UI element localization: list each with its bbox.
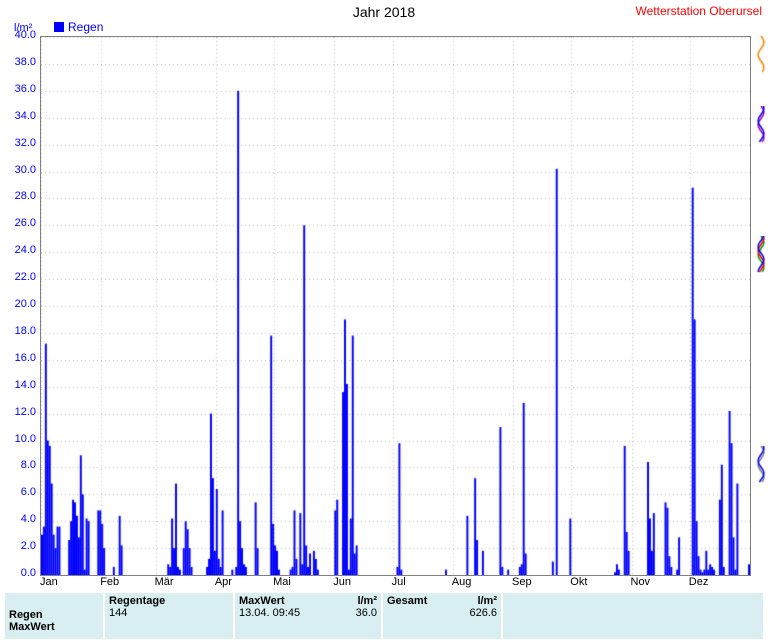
y-tick: 38.0 [4, 56, 36, 68]
gesamt-value: 626.6 [469, 607, 497, 619]
y-tick: 2.0 [4, 540, 36, 552]
y-tick: 28.0 [4, 190, 36, 202]
y-tick: 40.0 [4, 29, 36, 41]
x-tick: Sep [512, 576, 532, 588]
mini-indicator [756, 106, 766, 144]
maxwert-value: 36.0 [356, 607, 377, 619]
gesamt-unit: l/m² [477, 595, 497, 607]
y-tick: 10.0 [4, 433, 36, 445]
x-tick: Jan [40, 576, 58, 588]
regentage-value: 144 [109, 607, 127, 619]
summary-gesamt: Gesamt l/m² 626.6 [382, 592, 502, 640]
summary-rowlabels: Regen MaxWert [4, 592, 104, 640]
maxwert-time: 13.04. 09:45 [239, 607, 300, 619]
y-tick: 6.0 [4, 486, 36, 498]
chart-canvas [41, 37, 750, 575]
row-label-maxwert: MaxWert [9, 621, 99, 633]
y-tick: 32.0 [4, 137, 36, 149]
summary-panel: Regen MaxWert Regentage 144 MaxWert l/m²… [4, 592, 764, 640]
mini-indicator [756, 236, 766, 274]
maxwert-unit: l/m² [357, 595, 377, 607]
x-tick: Feb [100, 576, 119, 588]
y-tick: 16.0 [4, 352, 36, 364]
y-tick: 14.0 [4, 379, 36, 391]
y-tick: 34.0 [4, 110, 36, 122]
y-tick: 20.0 [4, 298, 36, 310]
summary-regentage: Regentage 144 [104, 592, 234, 640]
y-tick: 36.0 [4, 83, 36, 95]
y-tick: 0.0 [4, 567, 36, 579]
mini-indicator [756, 446, 766, 484]
summary-blank [502, 592, 764, 640]
y-tick: 24.0 [4, 244, 36, 256]
legend-label: Regen [68, 20, 103, 34]
x-tick: Apr [215, 576, 232, 588]
x-tick: Dez [689, 576, 709, 588]
y-tick: 18.0 [4, 325, 36, 337]
x-tick: Mai [273, 576, 291, 588]
x-tick: Jun [333, 576, 351, 588]
x-tick: Aug [452, 576, 472, 588]
y-tick: 8.0 [4, 459, 36, 471]
y-tick: 26.0 [4, 217, 36, 229]
legend-swatch [54, 22, 64, 32]
y-tick: 22.0 [4, 271, 36, 283]
mini-indicator [756, 36, 766, 74]
summary-maxwert: MaxWert l/m² 13.04. 09:45 36.0 [234, 592, 382, 640]
gesamt-label: Gesamt [387, 595, 427, 607]
y-tick: 30.0 [4, 164, 36, 176]
x-tick: Nov [631, 576, 651, 588]
station-name: Wetterstation Oberursel [636, 4, 763, 18]
y-tick: 4.0 [4, 513, 36, 525]
x-tick: Mär [155, 576, 174, 588]
x-tick: Jul [392, 576, 406, 588]
x-tick: Okt [570, 576, 587, 588]
rain-bar-chart [40, 36, 751, 576]
maxwert-label: MaxWert [239, 595, 285, 607]
regentage-label: Regentage [109, 595, 165, 607]
row-label-regen: Regen [9, 609, 99, 621]
y-tick: 12.0 [4, 406, 36, 418]
